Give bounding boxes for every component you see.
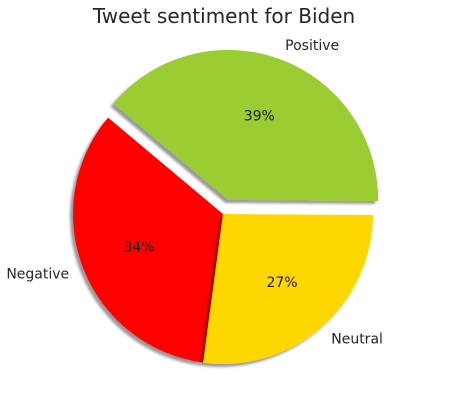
pie-slices: Negative 34% Neutral 27% Positive 39% — [6, 38, 383, 364]
slice-neutral — [203, 214, 373, 364]
slice-label-positive: Positive — [285, 38, 339, 54]
slice-label-neutral: Neutral — [331, 332, 383, 348]
slice-pct-neutral: 27% — [266, 275, 297, 291]
slice-pct-negative: 34% — [124, 240, 155, 256]
slice-pct-positive: 39% — [244, 108, 275, 124]
slice-label-negative: Negative — [6, 267, 69, 283]
slice-negative — [72, 117, 223, 363]
slice-positive — [113, 49, 379, 201]
chart-title: Tweet sentiment for Biden — [92, 4, 355, 28]
